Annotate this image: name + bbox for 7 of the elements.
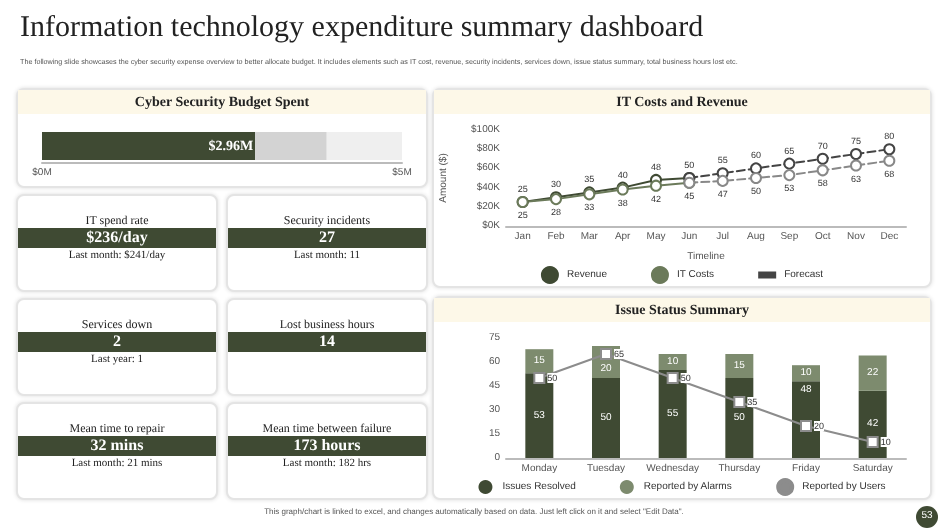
text: 14 xyxy=(228,332,426,352)
text: 173 hours xyxy=(228,436,426,456)
text: 2 xyxy=(18,332,216,352)
text: Information technology expenditure summary dashboard xyxy=(20,12,704,46)
text: 27 xyxy=(228,228,426,248)
text: $236/day xyxy=(18,228,216,248)
text: 32 mins xyxy=(18,436,216,456)
